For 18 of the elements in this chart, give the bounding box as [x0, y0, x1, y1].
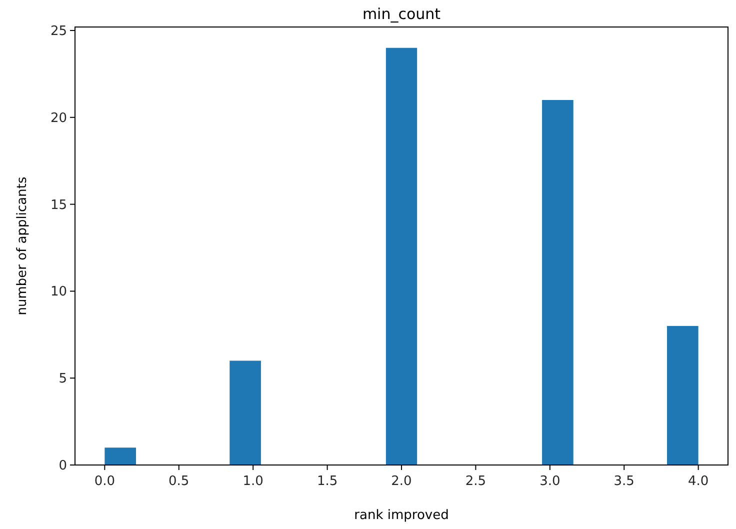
x-tick-label: 1.5 — [316, 474, 338, 489]
x-axis-title: rank improved — [354, 508, 449, 523]
x-tick-label: 4.0 — [688, 474, 709, 489]
x-tick-label: 2.5 — [465, 474, 486, 489]
x-tick-label: 3.0 — [540, 474, 560, 489]
y-tick-label: 5 — [58, 372, 67, 387]
y-tick-label: 20 — [50, 110, 67, 126]
x-tick-label: 3.5 — [614, 474, 634, 489]
y-axis-title: number of applicants — [15, 176, 30, 316]
x-tick-label: 0.5 — [168, 474, 190, 489]
x-tick-label: 0.0 — [94, 474, 116, 489]
x-tick-label: 2.0 — [391, 474, 412, 489]
y-tick-label: 15 — [50, 198, 67, 213]
y-tick-label: 0 — [58, 458, 67, 474]
y-tick-label: 25 — [50, 24, 67, 40]
y-tick-label: 10 — [50, 284, 67, 300]
x-tick-label: 1.0 — [242, 474, 264, 489]
chart-title: min_count — [362, 5, 441, 23]
